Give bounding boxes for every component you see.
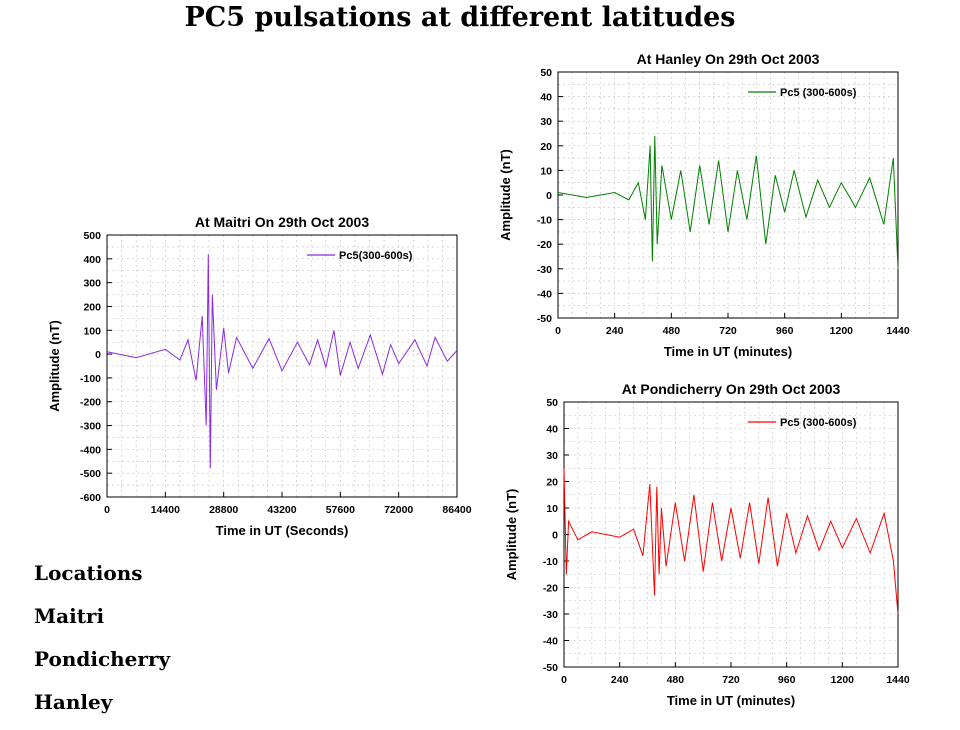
- maitri-y-tick-label: -200: [80, 397, 101, 409]
- maitri-y-tick-label: -500: [80, 468, 101, 480]
- hanley-y-tick-label: -40: [537, 288, 552, 300]
- slide-title: PC5 pulsations at different latitudes: [184, 2, 736, 33]
- hanley-chart-title: At Hanley On 29th Oct 2003: [637, 51, 820, 67]
- maitri-y-tick-label: 0: [95, 349, 101, 361]
- maitri-grid: [107, 235, 457, 497]
- location-hanley: Hanley: [34, 690, 113, 714]
- maitri-y-tick-label: -100: [80, 373, 101, 385]
- maitri-x-tick-label: 86400: [442, 504, 471, 516]
- hanley-x-tick-label: 1440: [886, 325, 910, 337]
- maitri-y-tick-label: -400: [80, 444, 101, 456]
- pondicherry-y-tick-label: 20: [546, 477, 558, 489]
- pondicherry-y-tick-label: -40: [543, 636, 558, 648]
- pondicherry-y-tick-label: 10: [546, 503, 558, 515]
- hanley-y-tick-label: -10: [537, 215, 552, 227]
- maitri-chart-title: At Maitri On 29th Oct 2003: [195, 214, 369, 230]
- pondicherry-x-axis-label: Time in UT (minutes): [667, 693, 795, 708]
- maitri-y-tick-label: 200: [83, 301, 101, 313]
- hanley-series-line: [557, 135, 899, 269]
- maitri-x-tick-label: 0: [104, 504, 110, 516]
- hanley-y-tick-label: -50: [537, 313, 552, 325]
- location-maitri: Maitri: [34, 604, 105, 628]
- hanley-y-tick-label: 30: [540, 116, 552, 128]
- hanley-grid: [558, 72, 898, 318]
- maitri-y-tick-label: 300: [83, 278, 101, 290]
- pondicherry-x-tick-label: 0: [561, 674, 567, 686]
- pondicherry-y-tick-label: -10: [543, 556, 558, 568]
- pondicherry-y-tick-label: 40: [546, 424, 558, 436]
- pondicherry-x-tick-label: 480: [667, 674, 685, 686]
- locations-heading: Locations: [34, 561, 143, 585]
- pondicherry-y-tick-label: -30: [543, 609, 558, 621]
- maitri-legend-label: Pc5(300-600s): [339, 250, 413, 262]
- hanley-y-tick-label: 40: [540, 92, 552, 104]
- hanley-y-tick-label: 10: [540, 165, 552, 177]
- hanley-x-tick-label: 960: [776, 325, 794, 337]
- pondicherry-x-tick-label: 720: [722, 674, 740, 686]
- maitri-y-tick-label: 100: [83, 325, 101, 337]
- hanley-chart: At Hanley On 29th Oct 2003 0 240 480 720 960 1…: [498, 51, 910, 359]
- hanley-y-tick-label: -30: [537, 264, 552, 276]
- hanley-x-tick-label: 720: [719, 325, 737, 337]
- hanley-y-tick-label: -20: [537, 239, 552, 251]
- hanley-y-tick-label: 0: [546, 190, 552, 202]
- maitri-series-line: [106, 254, 458, 469]
- location-pondicherry: Pondicherry: [34, 647, 171, 671]
- pondicherry-y-tick-label: -50: [543, 662, 558, 674]
- pondicherry-y-axis-label: Amplitude (nT): [504, 489, 519, 581]
- maitri-x-tick-label: 43200: [267, 504, 296, 516]
- pondicherry-y-tick-label: 0: [552, 530, 558, 542]
- pondicherry-grid: [564, 402, 898, 667]
- hanley-x-tick-label: 240: [606, 325, 624, 337]
- pondicherry-chart-title: At Pondicherry On 29th Oct 2003: [622, 381, 841, 397]
- hanley-y-tick-label: 50: [540, 67, 552, 79]
- pondicherry-y-tick-label: 30: [546, 450, 558, 462]
- hanley-x-tick-label: 480: [663, 325, 681, 337]
- pondicherry-x-tick-label: 240: [611, 674, 629, 686]
- maitri-x-tick-label: 57600: [326, 504, 355, 516]
- pondicherry-x-tick-label: 960: [778, 674, 796, 686]
- hanley-x-tick-label: 0: [555, 325, 561, 337]
- pondicherry-x-tick-label: 1200: [831, 674, 855, 686]
- maitri-y-tick-label: 500: [83, 230, 101, 242]
- maitri-y-tick-label: -600: [80, 492, 101, 504]
- hanley-x-axis-label: Time in UT (minutes): [664, 344, 792, 359]
- maitri-y-tick-label: -300: [80, 421, 101, 433]
- maitri-x-axis-label: Time in UT (Seconds): [216, 523, 349, 538]
- pondicherry-legend-label: Pc5 (300-600s): [780, 417, 857, 429]
- maitri-x-tick-label: 14400: [151, 504, 180, 516]
- maitri-x-tick-label: 72000: [384, 504, 413, 516]
- hanley-y-axis-label: Amplitude (nT): [498, 149, 513, 241]
- pondicherry-x-tick-label: 1440: [886, 674, 910, 686]
- maitri-x-tick-label: 28800: [209, 504, 238, 516]
- maitri-chart: At Maitri On 29th Oct 2003 0 14400 28800 432…: [47, 214, 472, 538]
- pondicherry-y-tick-label: -20: [543, 583, 558, 595]
- pondicherry-chart: At Pondicherry On 29th Oct 2003 0 240 480 72…: [504, 381, 910, 708]
- pondicherry-series-line: [563, 468, 899, 615]
- hanley-legend-label: Pc5 (300-600s): [780, 87, 857, 99]
- pondicherry-y-tick-label: 50: [546, 397, 558, 409]
- hanley-y-tick-label: 20: [540, 141, 552, 153]
- locations-list: Locations Maitri Pondicherry Hanley: [34, 558, 170, 730]
- maitri-y-tick-label: 400: [83, 254, 101, 266]
- maitri-y-axis-label: Amplitude (nT): [47, 320, 62, 412]
- hanley-x-tick-label: 1200: [830, 325, 854, 337]
